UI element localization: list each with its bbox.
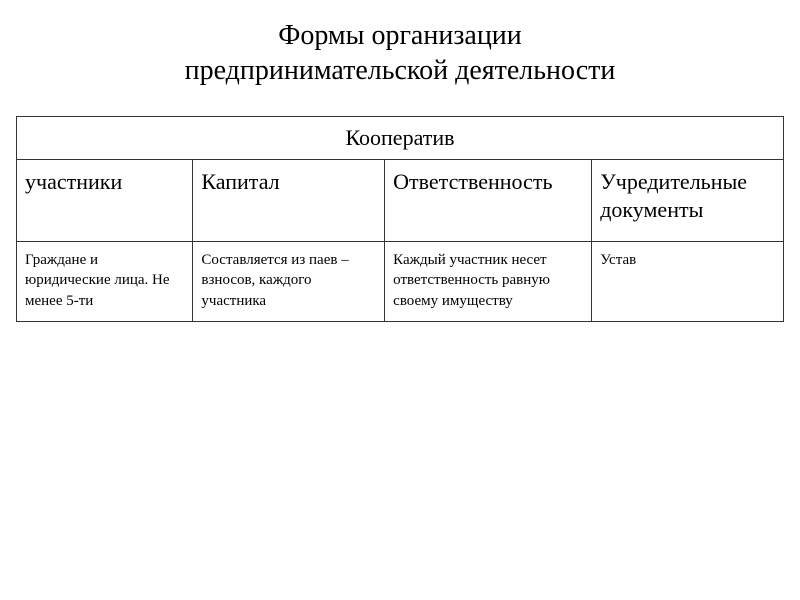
cell-0-1: Составляется из паев – взносов, каждого …	[193, 242, 385, 322]
table-columns-row: участники Капитал Ответственность Учреди…	[17, 160, 784, 242]
title-line-2: предпринимательской деятельности	[0, 53, 800, 88]
org-forms-table: Кооператив участники Капитал Ответственн…	[16, 116, 784, 322]
col-header-0: участники	[17, 160, 193, 242]
table-row: Граждане и юридические лица. Не менее 5-…	[17, 242, 784, 322]
table-header-row: Кооператив	[17, 117, 784, 160]
cell-0-3: Устав	[592, 242, 784, 322]
cell-0-2: Каждый участник несет ответственность ра…	[385, 242, 592, 322]
cell-0-0: Граждане и юридические лица. Не менее 5-…	[17, 242, 193, 322]
page-title: Формы организации предпринимательской де…	[0, 0, 800, 116]
title-line-1: Формы организации	[0, 18, 800, 53]
col-header-1: Капитал	[193, 160, 385, 242]
col-header-2: Ответственность	[385, 160, 592, 242]
table-header-cell: Кооператив	[17, 117, 784, 160]
col-header-3: Учредительные документы	[592, 160, 784, 242]
